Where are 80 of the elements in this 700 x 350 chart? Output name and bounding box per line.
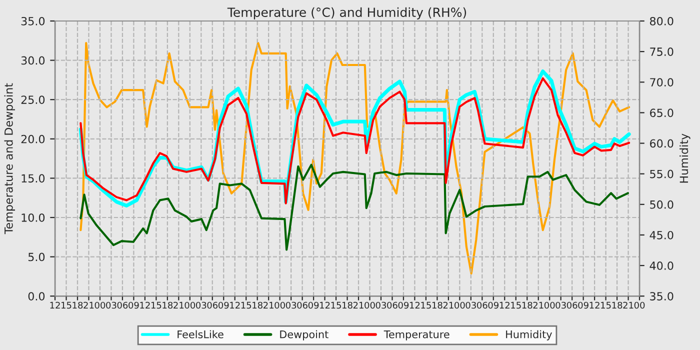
y2-tick-label: 80.0 <box>650 16 674 26</box>
x-tick-label: 12 <box>140 302 150 309</box>
line-series <box>80 42 630 275</box>
y-tick-label: 10.0 <box>22 213 45 222</box>
chart-title: Temperature (°C) and Humidity (RH%) <box>227 7 466 20</box>
x-tick-label: 03 <box>466 302 476 309</box>
y2-tick-label: 45.0 <box>650 230 674 240</box>
x-tick-label: 00 <box>544 302 555 309</box>
x-tick-label: 21 <box>353 302 364 309</box>
x-tick-label: 00 <box>634 302 645 309</box>
y-tick-label: 35.0 <box>21 16 45 26</box>
x-tick-label: 06 <box>566 302 578 309</box>
x-tick-label: 18 <box>432 302 442 309</box>
x-tick-label: 15 <box>62 302 72 309</box>
y-tick-label: 5.0 <box>28 252 45 262</box>
legend-label: Humidity <box>506 330 552 340</box>
y2-tick-label: 55.0 <box>650 170 674 178</box>
x-tick-label: 15 <box>511 302 521 309</box>
x-tick-label: 18 <box>612 302 622 309</box>
x-tick-label: 00 <box>274 302 285 309</box>
x-tick-label: 21 <box>174 302 184 309</box>
x-tick-label: 18 <box>72 302 83 309</box>
x-tick-label: 06 <box>387 302 398 309</box>
x-tick-label: 12 <box>590 302 600 309</box>
x-tick-label: 15 <box>241 302 252 309</box>
x-tick-label: 09 <box>308 302 319 309</box>
x-tick-label: 12 <box>230 302 240 309</box>
y-tick-label: 20.0 <box>21 134 45 144</box>
y2-tick-label: 70.0 <box>650 78 674 87</box>
y-tick-label: 25.0 <box>21 96 45 104</box>
x-tick-label: 12 <box>410 302 420 309</box>
x-tick-label: 03 <box>106 302 116 309</box>
x-tick-label: 06 <box>297 302 308 309</box>
x-tick-label: 03 <box>556 302 566 309</box>
y2-axis-title: Humidity <box>680 134 690 183</box>
x-tick-label: 15 <box>331 302 341 309</box>
x-tick-label: 21 <box>623 302 634 309</box>
x-tick-label: 15 <box>151 302 162 309</box>
y-tick-label: 0.0 <box>28 292 45 300</box>
x-tick-label: 00 <box>364 302 375 309</box>
y2-tick-label: 50.0 <box>650 200 674 209</box>
y-axis-title: Temperature and Dewpoint <box>4 83 16 234</box>
x-tick-label: 21 <box>443 302 454 309</box>
x-tick-label: 06 <box>207 302 218 309</box>
x-tick-label: 09 <box>578 302 588 309</box>
y2-tick-label: 40.0 <box>650 262 674 270</box>
x-tick-label: 18 <box>522 302 532 309</box>
x-tick-label: 00 <box>184 302 196 309</box>
x-tick-label: 06 <box>117 302 128 309</box>
y2-tick-label: 60.0 <box>650 139 674 148</box>
line-series <box>80 164 629 251</box>
x-tick-label: 09 <box>488 302 499 309</box>
legend-label: FeelsLike <box>178 330 224 338</box>
x-tick-label: 03 <box>196 302 206 309</box>
x-tick-label: 00 <box>454 302 465 309</box>
x-tick-label: 18 <box>342 302 352 309</box>
x-tick-label: 03 <box>376 302 386 309</box>
x-tick-label: 21 <box>264 302 274 309</box>
x-tick-label: 21 <box>533 302 544 309</box>
x-tick-label: 21 <box>84 302 94 309</box>
y2-tick-label: 75.0 <box>650 48 674 56</box>
x-tick-label: 00 <box>94 302 106 309</box>
x-tick-label: 15 <box>601 302 611 309</box>
y2-tick-label: 65.0 <box>650 108 674 118</box>
x-tick-label: 18 <box>252 302 262 309</box>
x-tick-label: 12 <box>320 302 330 309</box>
y2-tick-label: 35.0 <box>650 292 674 300</box>
x-tick-label: 12 <box>50 302 60 309</box>
y-tick-label: 30.0 <box>21 56 45 65</box>
x-tick-label: 09 <box>218 302 229 309</box>
x-tick-label: 09 <box>128 302 139 309</box>
x-tick-label: 06 <box>477 302 488 309</box>
x-tick-label: 03 <box>286 302 296 309</box>
legend-label: Dewpoint <box>280 330 328 340</box>
x-tick-label: 12 <box>500 302 510 309</box>
y-tick-label: 15.0 <box>22 174 45 183</box>
x-tick-label: 15 <box>421 302 431 309</box>
legend-label: Temperature <box>384 330 450 340</box>
x-tick-label: 18 <box>162 302 173 309</box>
x-tick-label: 09 <box>398 302 409 309</box>
